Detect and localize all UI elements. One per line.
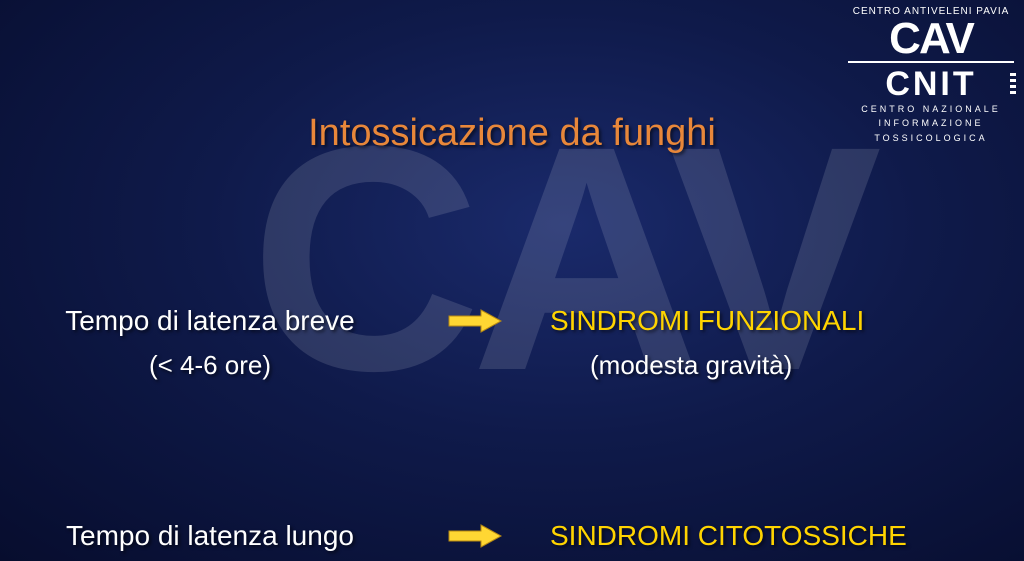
watermark-big-text: CAV [250, 130, 872, 386]
row-long-latency: Tempo di latenza lungo SINDROMI CITOTOSS… [0, 520, 1024, 552]
long-latency-label: Tempo di latenza lungo [0, 520, 420, 552]
short-latency-label: Tempo di latenza breve [0, 305, 420, 337]
row-short-latency-sub: (< 4-6 ore) (modesta gravità) [0, 350, 1024, 381]
short-latency-duration: (< 4-6 ore) [0, 350, 420, 381]
logo-cnit: CNIT [848, 67, 1014, 101]
cytotoxic-syndromes-label: SINDROMI CITOTOSSICHE [530, 520, 1024, 552]
functional-syndromes-severity: (modesta gravità) [530, 350, 1024, 381]
slide-title: Intossicazione da funghi [0, 112, 1024, 155]
functional-syndromes-label: SINDROMI FUNZIONALI [530, 305, 1024, 337]
row-short-latency: Tempo di latenza breve SINDROMI FUNZIONA… [0, 305, 1024, 337]
logo-cav: CAV [848, 19, 1014, 63]
arrow-icon [420, 308, 530, 334]
watermark-rotated-text: CENTRO ANTIVELENI [0, 0, 407, 93]
arrow-icon [420, 523, 530, 549]
